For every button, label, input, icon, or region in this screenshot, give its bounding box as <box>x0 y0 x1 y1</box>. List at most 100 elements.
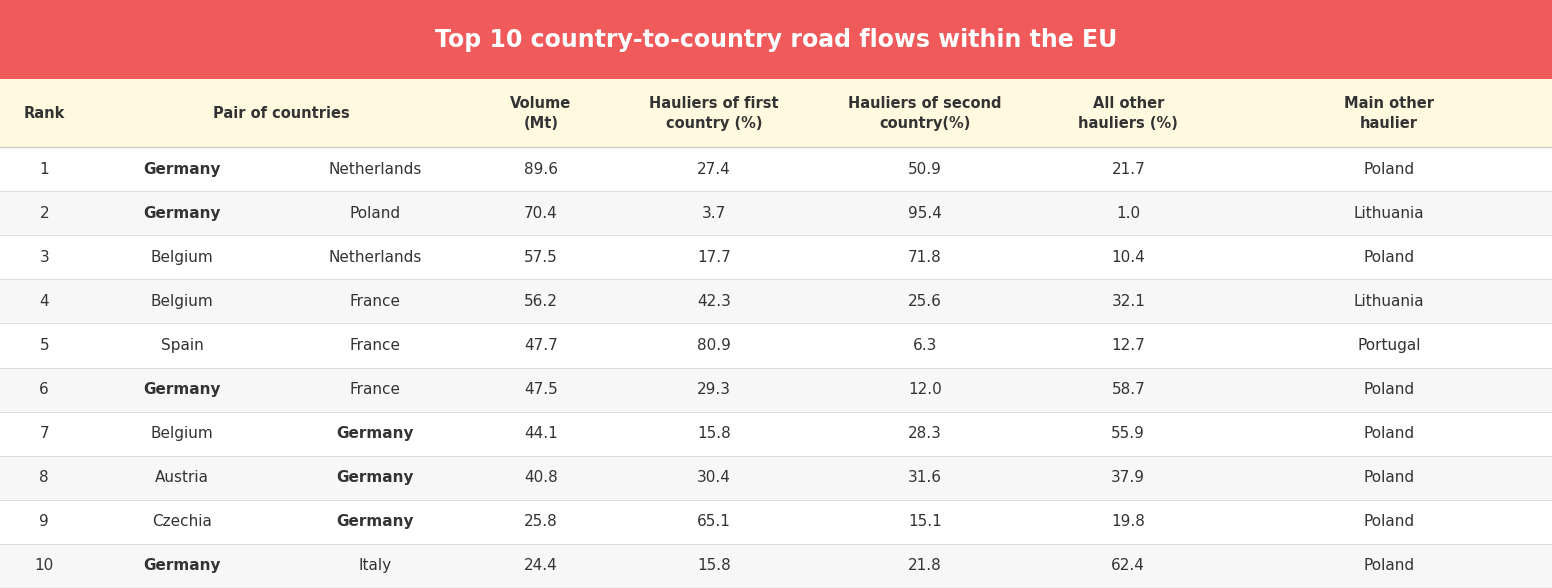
Text: 15.8: 15.8 <box>697 426 731 441</box>
Text: 7: 7 <box>39 426 50 441</box>
Text: 2: 2 <box>39 206 50 220</box>
Text: Poland: Poland <box>1364 382 1414 397</box>
Text: 30.4: 30.4 <box>697 470 731 485</box>
Text: Rank: Rank <box>23 106 65 121</box>
Text: Poland: Poland <box>1364 162 1414 176</box>
Text: Spain: Spain <box>161 338 203 353</box>
Text: Portugal: Portugal <box>1358 338 1420 353</box>
FancyBboxPatch shape <box>0 191 1552 235</box>
Text: 71.8: 71.8 <box>908 250 942 265</box>
Text: 55.9: 55.9 <box>1111 426 1145 441</box>
Text: Lithuania: Lithuania <box>1353 206 1425 220</box>
Text: 47.5: 47.5 <box>525 382 557 397</box>
Text: 40.8: 40.8 <box>525 470 557 485</box>
Text: 1: 1 <box>39 162 50 176</box>
Text: 32.1: 32.1 <box>1111 294 1145 309</box>
Text: 25.6: 25.6 <box>908 294 942 309</box>
Text: 44.1: 44.1 <box>525 426 557 441</box>
Text: Germany: Germany <box>144 382 220 397</box>
Text: 21.7: 21.7 <box>1111 162 1145 176</box>
Text: France: France <box>349 294 400 309</box>
Text: Lithuania: Lithuania <box>1353 294 1425 309</box>
Text: 42.3: 42.3 <box>697 294 731 309</box>
Text: 24.4: 24.4 <box>525 559 557 573</box>
Text: Hauliers of first
country (%): Hauliers of first country (%) <box>649 96 779 131</box>
FancyBboxPatch shape <box>0 544 1552 588</box>
Text: 4: 4 <box>39 294 50 309</box>
Text: 28.3: 28.3 <box>908 426 942 441</box>
FancyBboxPatch shape <box>0 412 1552 456</box>
Text: Germany: Germany <box>144 206 220 220</box>
Text: 27.4: 27.4 <box>697 162 731 176</box>
Text: 1.0: 1.0 <box>1116 206 1141 220</box>
Text: Germany: Germany <box>337 470 413 485</box>
Text: 47.7: 47.7 <box>525 338 557 353</box>
Text: 15.8: 15.8 <box>697 559 731 573</box>
Text: Poland: Poland <box>1364 470 1414 485</box>
Text: 3.7: 3.7 <box>702 206 726 220</box>
FancyBboxPatch shape <box>0 500 1552 544</box>
Text: Germany: Germany <box>337 514 413 529</box>
Text: 15.1: 15.1 <box>908 514 942 529</box>
Text: Belgium: Belgium <box>151 250 214 265</box>
Text: 3: 3 <box>39 250 50 265</box>
Text: Germany: Germany <box>144 559 220 573</box>
Text: 21.8: 21.8 <box>908 559 942 573</box>
Text: 95.4: 95.4 <box>908 206 942 220</box>
Text: 56.2: 56.2 <box>525 294 557 309</box>
Text: 29.3: 29.3 <box>697 382 731 397</box>
Text: Poland: Poland <box>1364 250 1414 265</box>
Text: Austria: Austria <box>155 470 210 485</box>
Text: 25.8: 25.8 <box>525 514 557 529</box>
Text: Volume
(Mt): Volume (Mt) <box>511 96 571 131</box>
Text: 70.4: 70.4 <box>525 206 557 220</box>
Text: France: France <box>349 338 400 353</box>
Text: Italy: Italy <box>359 559 391 573</box>
Text: 8: 8 <box>39 470 50 485</box>
Text: Netherlands: Netherlands <box>327 250 422 265</box>
Text: Hauliers of second
country(%): Hauliers of second country(%) <box>849 96 1001 131</box>
FancyBboxPatch shape <box>0 456 1552 500</box>
Text: Poland: Poland <box>1364 514 1414 529</box>
FancyBboxPatch shape <box>0 147 1552 191</box>
FancyBboxPatch shape <box>0 0 1552 79</box>
Text: 5: 5 <box>39 338 50 353</box>
Text: Belgium: Belgium <box>151 426 214 441</box>
Text: 58.7: 58.7 <box>1111 382 1145 397</box>
Text: 65.1: 65.1 <box>697 514 731 529</box>
Text: 12.0: 12.0 <box>908 382 942 397</box>
Text: Poland: Poland <box>349 206 400 220</box>
Text: 37.9: 37.9 <box>1111 470 1145 485</box>
Text: 6.3: 6.3 <box>913 338 937 353</box>
Text: 50.9: 50.9 <box>908 162 942 176</box>
FancyBboxPatch shape <box>0 79 1552 147</box>
Text: 62.4: 62.4 <box>1111 559 1145 573</box>
Text: Netherlands: Netherlands <box>327 162 422 176</box>
Text: 6: 6 <box>39 382 50 397</box>
Text: Poland: Poland <box>1364 426 1414 441</box>
Text: 10.4: 10.4 <box>1111 250 1145 265</box>
Text: 19.8: 19.8 <box>1111 514 1145 529</box>
Text: 80.9: 80.9 <box>697 338 731 353</box>
Text: Germany: Germany <box>144 162 220 176</box>
Text: 31.6: 31.6 <box>908 470 942 485</box>
Text: All other
hauliers (%): All other hauliers (%) <box>1079 96 1178 131</box>
Text: 9: 9 <box>39 514 50 529</box>
Text: Poland: Poland <box>1364 559 1414 573</box>
Text: 12.7: 12.7 <box>1111 338 1145 353</box>
FancyBboxPatch shape <box>0 235 1552 279</box>
Text: 89.6: 89.6 <box>525 162 557 176</box>
Text: Germany: Germany <box>337 426 413 441</box>
Text: Pair of countries: Pair of countries <box>213 106 349 121</box>
Text: Belgium: Belgium <box>151 294 214 309</box>
FancyBboxPatch shape <box>0 368 1552 412</box>
Text: 57.5: 57.5 <box>525 250 557 265</box>
Text: Main other
haulier: Main other haulier <box>1344 96 1434 131</box>
FancyBboxPatch shape <box>0 323 1552 368</box>
FancyBboxPatch shape <box>0 279 1552 323</box>
Text: Top 10 country-to-country road flows within the EU: Top 10 country-to-country road flows wit… <box>435 28 1117 52</box>
Text: 10: 10 <box>34 559 54 573</box>
Text: Czechia: Czechia <box>152 514 213 529</box>
Text: 17.7: 17.7 <box>697 250 731 265</box>
Text: France: France <box>349 382 400 397</box>
